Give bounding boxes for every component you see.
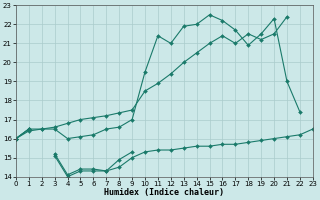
X-axis label: Humidex (Indice chaleur): Humidex (Indice chaleur): [104, 188, 224, 197]
